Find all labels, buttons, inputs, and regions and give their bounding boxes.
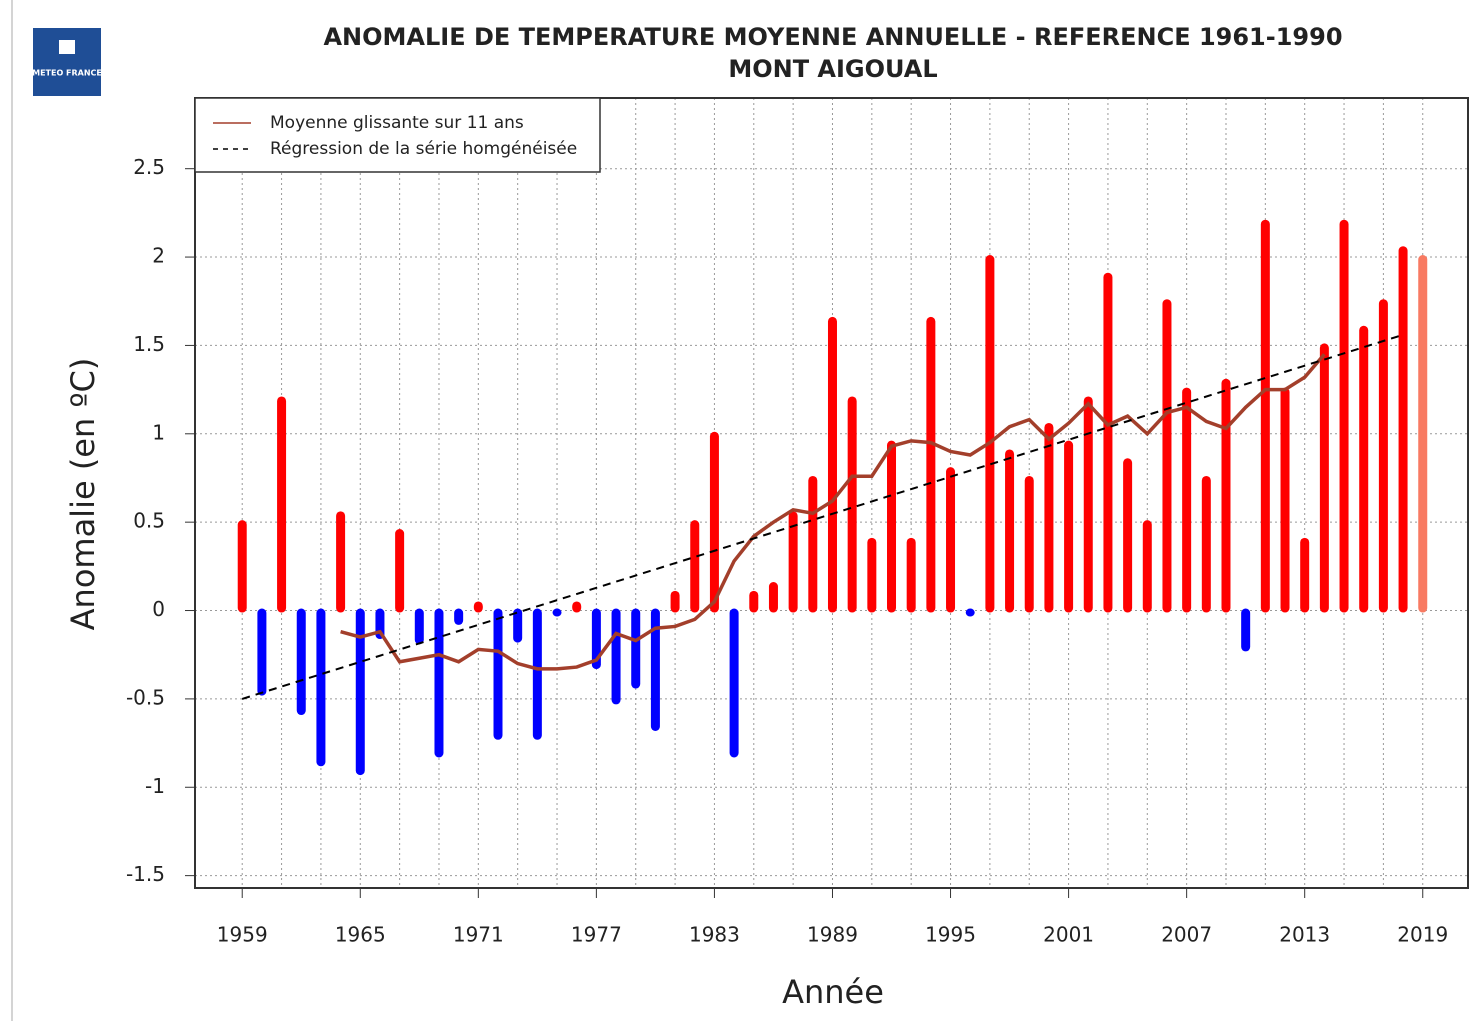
bar [906,537,916,613]
bar [257,608,267,696]
bar [1319,343,1329,613]
y-tick-label: 2 [152,244,165,268]
y-tick-label: 0 [152,597,165,621]
bar [690,520,700,613]
bar [316,608,326,767]
x-tick-label: 2013 [1279,923,1330,947]
logo-icon [59,40,75,54]
x-tick-label: 1965 [335,923,386,947]
y-tick-label: 1.5 [133,332,165,356]
y-tick-label: 0.5 [133,509,165,533]
x-tick-label: 1989 [807,923,858,947]
legend-label: Régression de la série homgénéisée [270,139,577,159]
bar [1398,246,1408,613]
bar [1103,272,1113,613]
bar [867,537,877,613]
bar [473,601,483,613]
bar [847,396,857,613]
bar [1044,422,1054,613]
bar [709,431,719,613]
bar [1260,219,1270,613]
bar [1339,219,1349,613]
bar [1280,387,1290,613]
bar [827,316,837,613]
bar [552,608,562,617]
bar [1005,449,1015,613]
bar [768,582,778,613]
bar [434,608,444,758]
logo-box [33,28,101,96]
y-axis-label: Anomalie (en ºC) [64,358,102,631]
x-tick-label: 1995 [925,923,976,947]
x-tick-label: 1959 [217,923,268,947]
y-tick-label: 2.5 [133,155,165,179]
bar [237,520,247,613]
bar [1123,458,1133,613]
bar [1083,396,1093,613]
bar [1142,520,1152,613]
bar [985,255,995,613]
bar [749,590,759,613]
bar [355,608,365,776]
bar [1221,378,1231,613]
bar [1359,325,1369,613]
bar [887,440,897,613]
bar [414,608,424,645]
bar [670,590,680,613]
series-line [241,333,1404,700]
plot-frame [194,97,1469,889]
bar [808,475,818,613]
bar [650,608,660,731]
bar [1201,475,1211,613]
bar [395,528,405,613]
series-line [340,353,1326,671]
bar [454,608,464,625]
x-tick-label: 2019 [1397,923,1448,947]
y-tick-label: -1 [145,774,165,798]
chart-subtitle: MONT AIGOUAL [728,55,937,83]
bar [1162,299,1172,613]
bar [1418,255,1428,613]
bar [946,467,956,613]
bar [493,608,503,740]
bar [926,316,936,613]
bar [591,608,601,670]
bar [1378,299,1388,613]
x-tick-label: 2007 [1161,923,1212,947]
legend-box [194,97,601,173]
bar [336,511,346,613]
bar [788,511,798,613]
bar [1064,440,1074,613]
bar [1241,608,1251,652]
x-tick-label: 1977 [571,923,622,947]
chart-title: ANOMALIE DE TEMPERATURE MOYENNE ANNUELLE… [323,23,1342,51]
logo-text: METEO FRANCE [32,69,102,78]
x-tick-label: 1971 [453,923,504,947]
y-tick-label: -0.5 [126,685,165,709]
bar [729,608,739,758]
bar [611,608,621,705]
legend-label: Moyenne glissante sur 11 ans [270,113,524,133]
bar [532,608,542,740]
bar [277,396,287,613]
x-tick-label: 1983 [689,923,740,947]
bar [1300,537,1310,613]
bar [296,608,306,716]
bar [513,608,523,643]
bar [1024,475,1034,613]
bar [1182,387,1192,613]
x-tick-label: 2001 [1043,923,1094,947]
x-axis-label: Année [782,973,884,1011]
bar [572,601,582,613]
y-tick-label: -1.5 [126,862,165,886]
bar [965,608,975,617]
bar [631,608,641,689]
y-tick-label: 1 [152,420,165,444]
